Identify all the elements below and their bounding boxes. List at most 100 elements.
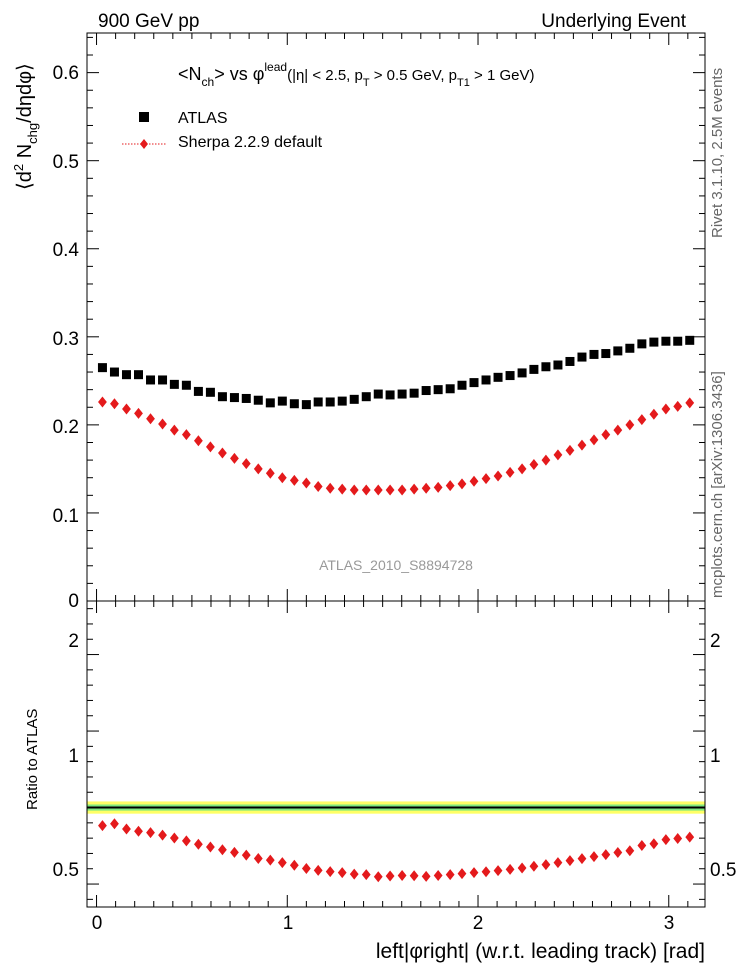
sherpa-data-point [541,454,551,466]
atlas-data-point [325,397,335,407]
sherpa-data-point [409,483,419,495]
main-y-tick-labels: 0.6 0.5 0.4 0.3 0.2 0.1 0 [53,63,80,612]
sherpa-ratio-point [181,835,191,847]
axis-ticks [87,33,705,907]
atlas-data-point [457,380,467,390]
main-y-tick-label: 0.6 [53,63,79,84]
sherpa-data-point [469,475,479,487]
sherpa-data-point [637,414,647,426]
title-part: (|η| < 2.5, p [287,67,363,84]
sherpa-ratio-point [265,854,275,866]
sherpa-ratio-point [409,870,419,882]
x-tick-label: 2 [473,913,484,934]
sherpa-data-point [529,459,539,471]
sherpa-data-point [601,429,611,441]
sherpa-data-point [673,400,683,412]
title-part: > vs φ [214,64,264,84]
sherpa-data-point [230,452,239,464]
sherpa-data-point [193,435,203,447]
sherpa-ratio-point [169,832,179,844]
atlas-data-point [541,362,551,372]
atlas-data-point [301,400,311,410]
main-y-tick-label: 0.2 [53,417,79,438]
sherpa-data-point [433,481,443,493]
sherpa-ratio-point [158,829,167,841]
atlas-data-point [469,378,479,388]
sherpa-data-point [493,470,503,482]
atlas-data-point [613,346,623,356]
sherpa-ratio-point [253,852,263,864]
sherpa-ratio-point [110,818,119,830]
ratio-y-tick-label-right: 0.5 [710,860,736,881]
ratio-y-axis-title: Ratio to ATLAS [24,709,41,810]
sherpa-data-point [181,429,191,441]
sherpa-ratio-point [349,868,359,880]
sherpa-ratio-point [230,846,239,858]
sherpa-ratio-point [445,869,455,881]
sherpa-data-point [625,419,635,431]
sherpa-data-point [110,398,119,410]
sherpa-data-point [241,458,251,470]
sherpa-ratio-point [277,857,287,869]
sherpa-data-point [565,444,575,456]
sherpa-ratio-point [649,838,659,850]
sherpa-data-point [553,449,563,461]
atlas-data-point [169,379,179,389]
sherpa-data-point [265,467,275,479]
atlas-data-point [181,380,191,390]
sherpa-ratio-point [289,859,299,871]
sherpa-ratio-point [493,865,503,877]
atlas-data-point [217,392,227,402]
sherpa-data-point [349,484,359,496]
sherpa-ratio-point [553,857,563,869]
analysis-watermark: ATLAS_2010_S8894728 [319,557,473,573]
atlas-data-point [673,336,683,346]
ratio-uncertainty-band [87,801,705,814]
atlas-data-point [445,384,455,394]
sherpa-data-point [253,463,263,475]
sherpa-ratio-point [218,844,227,856]
main-y-tick-label: 0.3 [53,329,79,350]
atlas-data-point [553,360,563,370]
atlas-data-point [361,392,371,402]
title-sub: T1 [457,77,470,89]
atlas-data-point [289,399,299,409]
sherpa-data-point [613,424,623,436]
atlas-data-point [601,349,611,359]
sherpa-ratio-point [301,862,311,874]
atlas-data-point [517,368,527,378]
sherpa-data-point [277,472,287,484]
ratio-y-tick-label: 0.5 [53,860,79,881]
main-y-tick-label: 0.5 [53,152,79,173]
sherpa-data-point [337,483,347,495]
ratio-y-tick-label: 1 [68,746,79,767]
ylabel-sup: 2 [11,164,26,171]
sherpa-data-point [313,481,323,493]
atlas-data-point [146,375,156,385]
atlas-data-point [505,371,515,381]
sherpa-ratio-point [481,866,491,878]
title-sup: lead [264,60,287,74]
ratio-y-tick-label-right: 2 [710,631,721,652]
sherpa-ratio-point [134,825,143,837]
ratio-plot-frame [86,600,706,908]
sherpa-ratio-point [313,864,323,876]
sherpa-ratio-point [505,863,515,875]
atlas-data-point [649,337,659,347]
sherpa-data-point [457,478,467,490]
sherpa-main-series [98,396,695,496]
atlas-data-point [277,396,287,406]
legend-atlas-marker [139,112,149,122]
atlas-data-point [193,386,203,396]
atlas-data-point [493,372,503,382]
sherpa-data-point [661,403,671,415]
atlas-data-point [121,370,131,380]
main-y-axis-title: ⟨d2 Nchg/dηdφ⟩ [11,63,40,190]
atlas-data-point [565,356,575,366]
sherpa-ratio-point [469,867,479,879]
sherpa-data-point [481,473,491,485]
sherpa-ratio-point [241,849,251,861]
sherpa-ratio-point [517,862,527,874]
sherpa-ratio-point [529,860,539,872]
sherpa-ratio-point [98,820,107,832]
